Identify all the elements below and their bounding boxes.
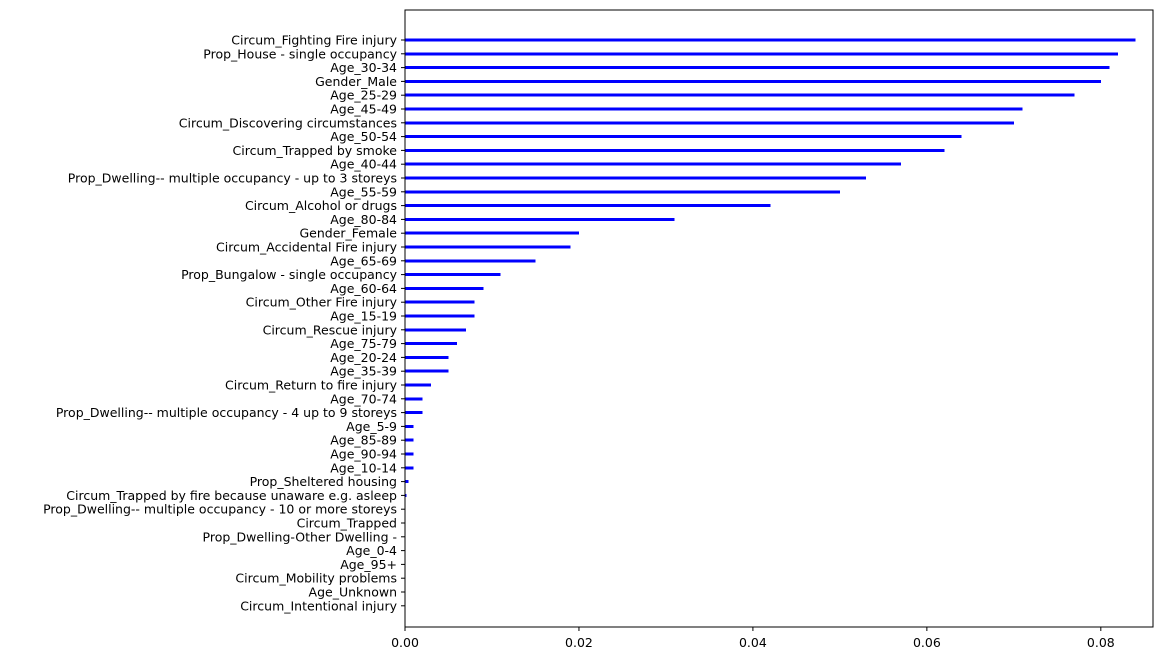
category-label: Circum_Accidental Fire injury xyxy=(216,240,398,255)
category-label: Circum_Fighting Fire injury xyxy=(231,33,397,48)
category-label: Circum_Other Fire injury xyxy=(246,295,398,310)
bar xyxy=(405,190,840,194)
bar xyxy=(405,493,407,497)
category-label: Circum_Return to fire injury xyxy=(225,378,398,393)
x-tick-label: 0.08 xyxy=(1087,635,1115,650)
category-label: Age_90-94 xyxy=(330,447,397,462)
category-label: Age_45-49 xyxy=(330,102,397,117)
bar xyxy=(405,480,409,484)
category-label: Age_10-14 xyxy=(330,460,397,475)
bar xyxy=(405,259,536,263)
bar xyxy=(405,245,571,249)
category-label: Age_5-9 xyxy=(346,419,397,434)
category-label: Prop_Dwelling-- multiple occupancy - up … xyxy=(68,171,397,186)
bar xyxy=(405,66,1110,70)
category-label: Circum_Alcohol or drugs xyxy=(245,198,397,213)
bar xyxy=(405,162,901,166)
category-label: Age_65-69 xyxy=(330,253,397,268)
bar xyxy=(405,38,1136,42)
bar xyxy=(405,286,484,290)
category-label: Prop_Dwelling-Other Dwelling - xyxy=(203,529,397,544)
bar xyxy=(405,424,414,428)
category-label: Age_20-24 xyxy=(330,350,397,365)
bar xyxy=(405,452,414,456)
category-label: Age_70-74 xyxy=(330,391,397,406)
bar xyxy=(405,342,458,346)
category-label: Prop_Sheltered housing xyxy=(250,474,397,489)
category-label: Circum_Discovering circumstances xyxy=(179,115,397,130)
x-axis-group: 0.00 0.02 0.04 0.06 0.08 xyxy=(391,627,1115,650)
category-label: Age_30-34 xyxy=(330,60,397,75)
category-label: Age_35-39 xyxy=(330,364,397,379)
bar xyxy=(405,107,1023,111)
x-tick-label: 0.02 xyxy=(565,635,593,650)
category-label: Circum_Rescue injury xyxy=(263,322,398,337)
bar xyxy=(405,93,1075,97)
bar xyxy=(405,369,449,373)
category-label: Circum_Intentional injury xyxy=(240,598,397,613)
category-label: Prop_House - single occupancy xyxy=(203,46,397,61)
category-label: Age_55-59 xyxy=(330,184,397,199)
bar xyxy=(405,217,675,221)
category-label: Age_40-44 xyxy=(330,157,397,172)
bar xyxy=(405,135,962,139)
category-label: Age_50-54 xyxy=(330,129,397,144)
bar xyxy=(405,383,432,387)
bar xyxy=(405,314,475,318)
bar xyxy=(405,397,423,401)
plot-frame xyxy=(404,9,1154,628)
bar xyxy=(405,355,449,359)
x-tick-label: 0.00 xyxy=(391,635,419,650)
category-label: Age_85-89 xyxy=(330,433,397,448)
category-label: Age_60-64 xyxy=(330,281,397,296)
category-label: Age_0-4 xyxy=(346,543,397,558)
bar xyxy=(405,411,423,415)
bar xyxy=(405,231,579,235)
bar xyxy=(405,79,1101,83)
bar xyxy=(405,300,475,304)
bar xyxy=(405,438,414,442)
bar xyxy=(405,466,414,470)
bar xyxy=(405,176,866,180)
category-label: Age_Unknown xyxy=(309,585,397,600)
bar xyxy=(405,52,1119,56)
category-label: Age_80-84 xyxy=(330,212,397,227)
bar xyxy=(405,121,1014,125)
category-label: Circum_Mobility problems xyxy=(235,571,397,586)
bar xyxy=(405,204,771,208)
category-label: Age_25-29 xyxy=(330,88,397,103)
category-label: Age_75-79 xyxy=(330,336,397,351)
bars-group xyxy=(405,38,1136,497)
category-label: Age_95+ xyxy=(340,557,397,572)
category-label: Prop_Bungalow - single occupancy xyxy=(181,267,398,282)
category-label: Circum_Trapped by smoke xyxy=(233,143,398,158)
bar xyxy=(405,148,945,152)
category-label: Circum_Trapped xyxy=(297,516,397,531)
x-tick-label: 0.06 xyxy=(913,635,941,650)
bar xyxy=(405,273,501,277)
x-tick-label: 0.04 xyxy=(739,635,767,650)
category-label: Prop_Dwelling-- multiple occupancy - 10 … xyxy=(43,502,397,517)
category-label: Gender_Male xyxy=(315,74,397,89)
category-label: Gender_Female xyxy=(299,226,397,241)
category-label: Age_15-19 xyxy=(330,309,397,324)
bar xyxy=(405,328,466,332)
y-ticks-group xyxy=(401,39,405,607)
category-label: Circum_Trapped by fire because unaware e… xyxy=(66,488,397,503)
category-label: Prop_Dwelling-- multiple occupancy - 4 u… xyxy=(56,405,397,420)
